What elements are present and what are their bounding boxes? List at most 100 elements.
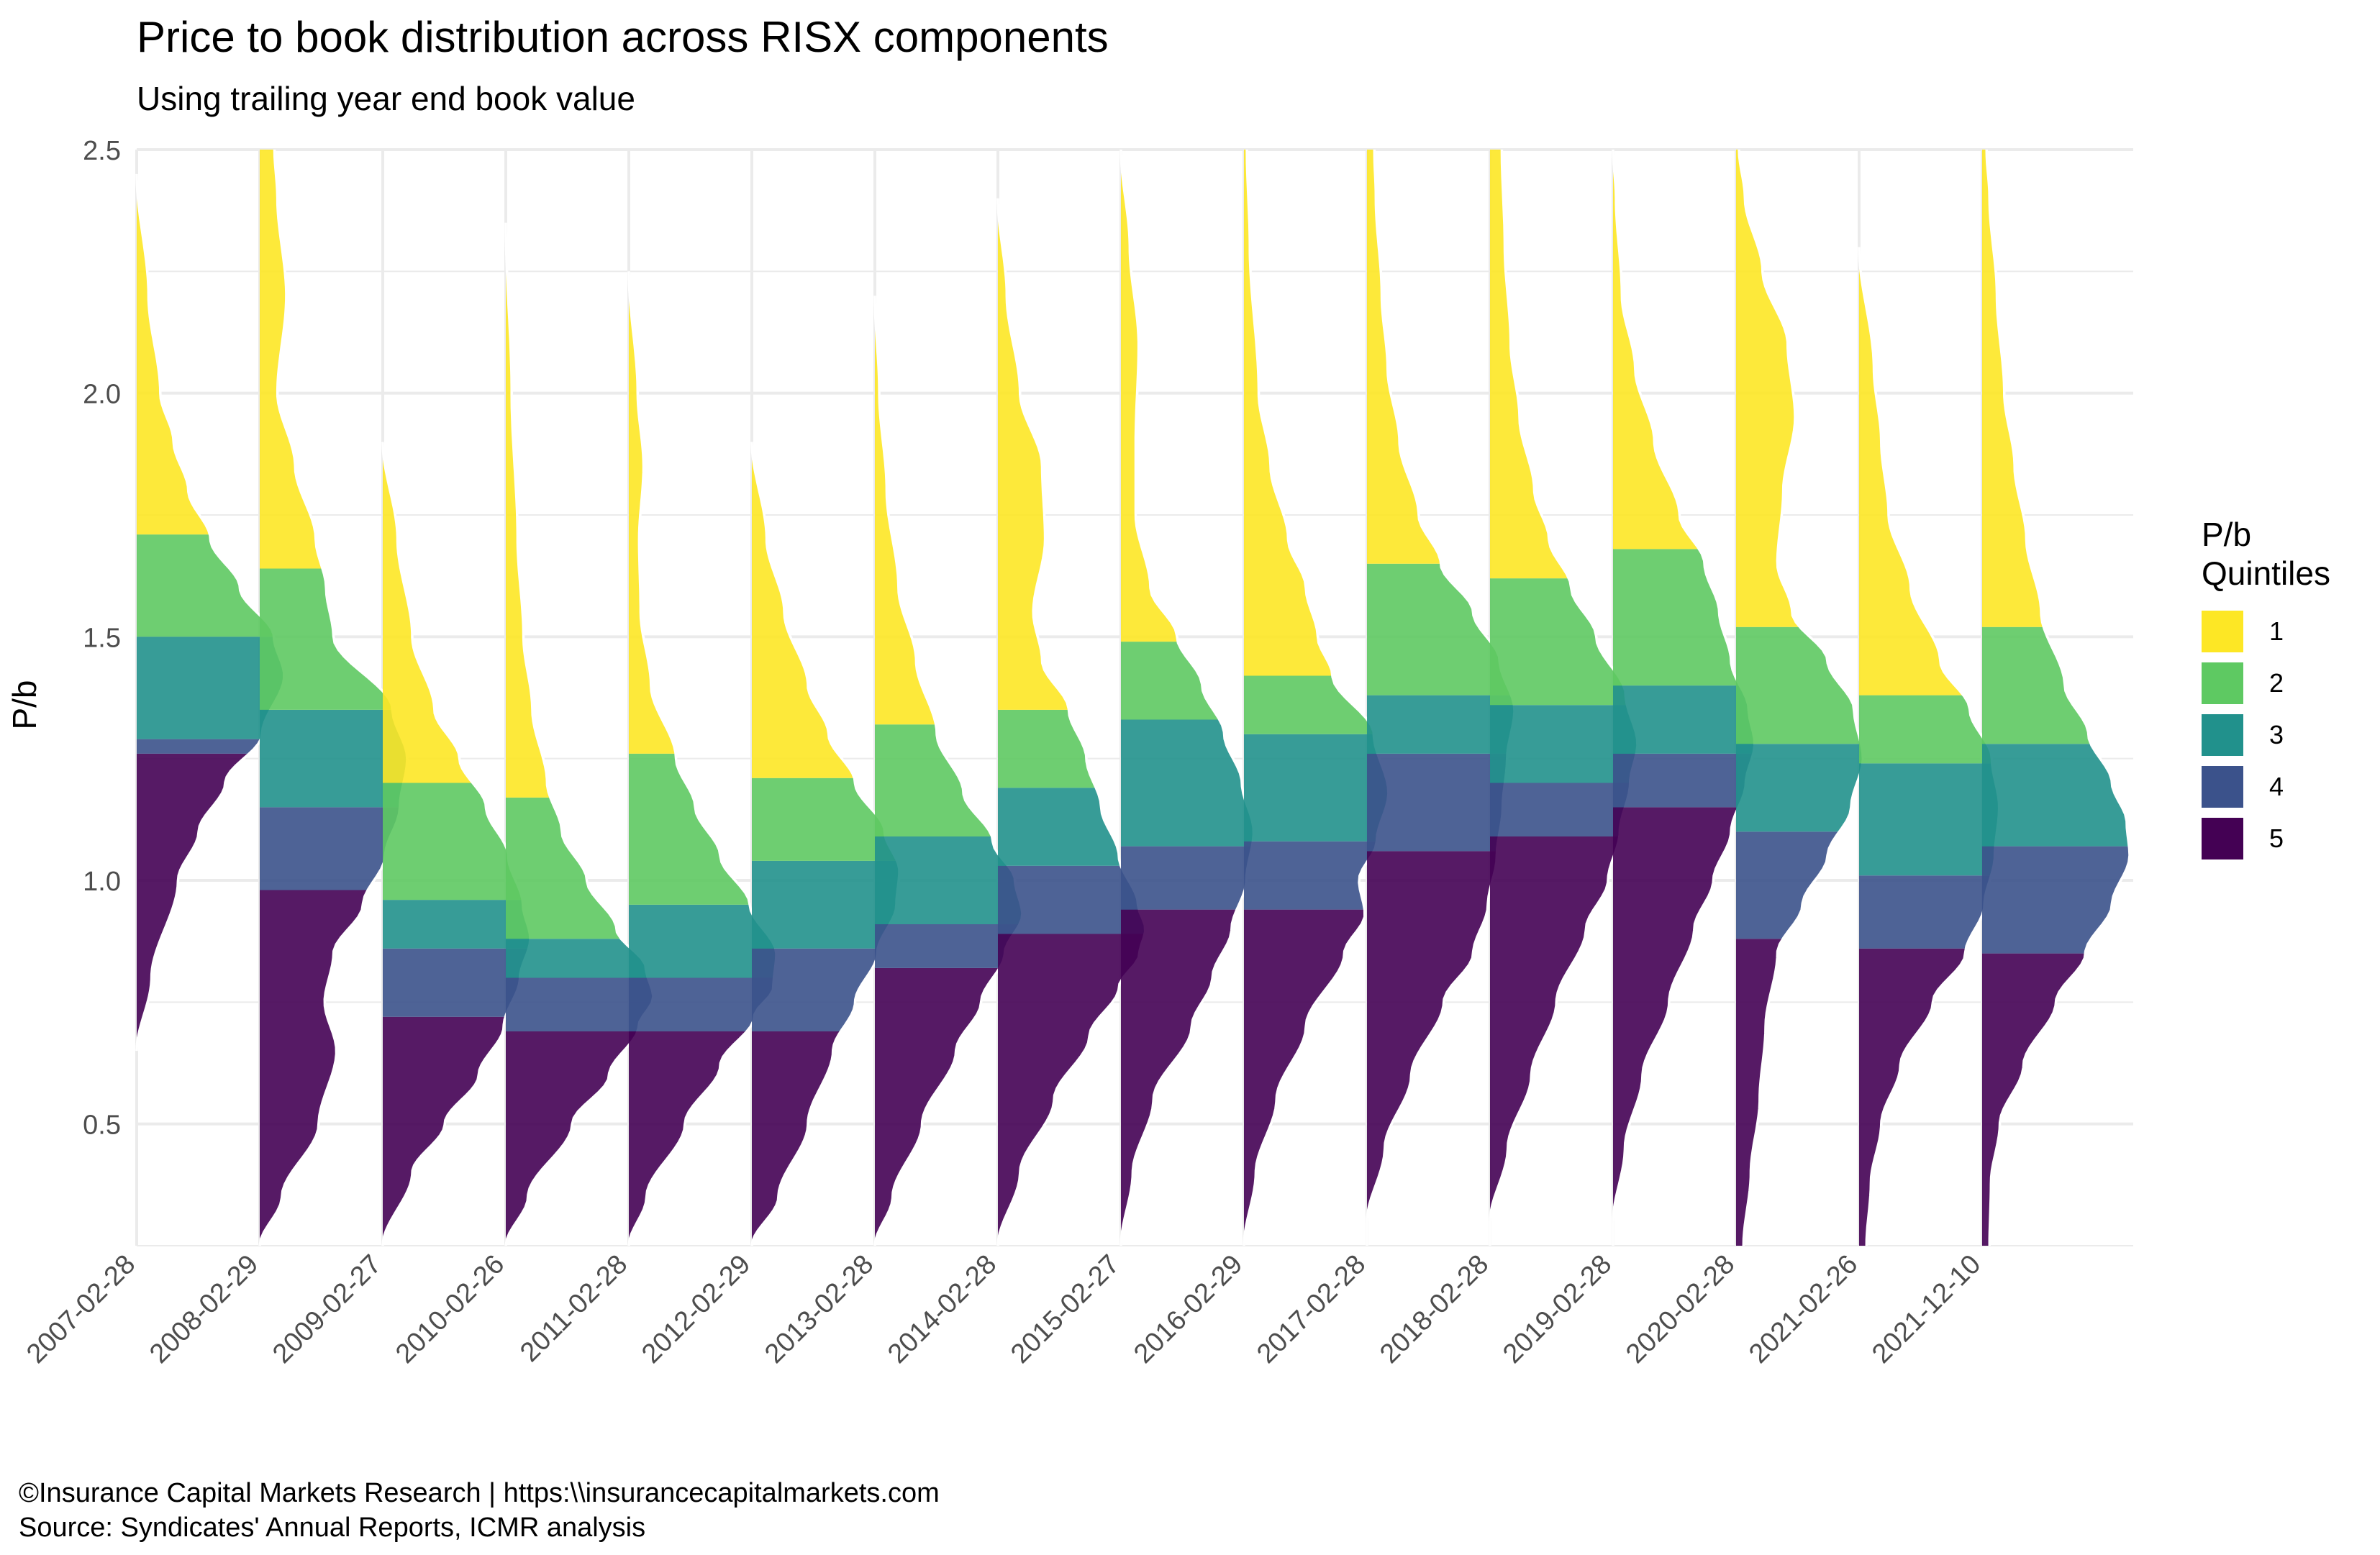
legend-item-5: 5: [2202, 813, 2330, 865]
ridge-band-q5-2015-02-27: [1121, 909, 1237, 1246]
ridge-band-q3-2009-02-27: [383, 900, 530, 949]
ridge-outline-2016-02-29: [1243, 149, 1390, 1246]
ridge-band-q2-2015-02-27: [1121, 642, 1219, 720]
ridge-band-q4-2016-02-29: [1244, 841, 1377, 910]
x-tick-label: 2019-02-28: [1497, 1249, 1617, 1369]
ridge-outline-2009-02-27: [381, 442, 532, 1246]
ridge-band-q1-2020-02-28: [1736, 150, 1800, 627]
legend-key-3: [2202, 714, 2243, 756]
ridge-band-q2-2019-02-28: [1613, 549, 1740, 686]
ridge-band-q1-2017-02-28: [1367, 150, 1441, 564]
x-tick-label: 2016-02-29: [1128, 1249, 1248, 1369]
ridge-band-q4-2012-02-29: [752, 948, 878, 1031]
ridge-band-q3-2019-02-28: [1613, 685, 1755, 754]
ridge-layer: [135, 149, 2131, 1246]
ridge-band-q5-2009-02-27: [383, 1016, 506, 1246]
chart-subtitle: Using trailing year end book value: [137, 80, 635, 117]
ridge-2009-02-27: [381, 442, 532, 1246]
ridge-band-q4-2009-02-27: [383, 948, 529, 1017]
ridge-outline-2021-12-10: [1985, 149, 2131, 1246]
ridge-2007-02-28: [135, 173, 286, 1052]
legend-key-4: [2202, 766, 2243, 808]
ridge-band-q1-2011-02-28: [629, 271, 676, 754]
ridge-2011-02-28: [627, 271, 778, 1246]
ridge-2018-02-28: [1489, 149, 1639, 1246]
ridge-band-q4-2020-02-28: [1736, 831, 1840, 939]
legend-item-2: 2: [2202, 657, 2330, 709]
ridge-band-q4-2007-02-28: [137, 739, 261, 754]
y-tick-label: 2.0: [83, 380, 121, 410]
ridge-2015-02-27: [1119, 149, 1255, 1246]
legend-label-3: 3: [2269, 720, 2284, 749]
ridge-2016-02-29: [1243, 149, 1390, 1246]
x-tick-label: 2017-02-28: [1251, 1249, 1371, 1369]
ridge-outline-2011-02-28: [627, 271, 778, 1246]
ridge-band-q1-2016-02-29: [1244, 150, 1332, 676]
ridge-outline-2015-02-27: [1119, 149, 1255, 1246]
legend-label-4: 4: [2269, 772, 2284, 801]
ridge-band-q3-2017-02-28: [1367, 695, 1514, 754]
ridge-band-q3-2014-02-28: [998, 788, 1121, 866]
ridge-band-q1-2013-02-28: [875, 296, 936, 725]
ridge-outline-2013-02-28: [873, 296, 1024, 1246]
ridge-band-q3-2018-02-28: [1490, 705, 1638, 783]
ridge-band-q5-2010-02-26: [506, 1031, 638, 1246]
ridge-band-q3-2013-02-28: [875, 836, 1022, 924]
x-tick-label: 2014-02-28: [882, 1249, 1002, 1369]
legend-item-4: 4: [2202, 761, 2330, 813]
ridge-band-q5-2019-02-28: [1613, 807, 1739, 1246]
legend-label-2: 2: [2269, 668, 2284, 698]
ridge-band-q4-2018-02-28: [1490, 783, 1630, 836]
ridge-band-q2-2014-02-28: [998, 709, 1096, 788]
x-tick-label: 2009-02-27: [267, 1249, 387, 1369]
x-tick-labels: 2007-02-28 2008-02-29 2009-02-27 2010-02-26…: [21, 1249, 1986, 1369]
ridge-band-q1-2008-02-29: [260, 150, 323, 569]
ridge-band-q2-2020-02-28: [1736, 626, 1861, 744]
x-tick-label: 2021-02-26: [1743, 1249, 1863, 1369]
y-tick-label: 1.5: [83, 623, 121, 653]
ridge-band-q1-2010-02-26: [506, 222, 550, 798]
ridge-band-q3-2007-02-28: [137, 637, 284, 739]
ridge-band-q3-2012-02-29: [752, 860, 899, 949]
ridge-band-q5-2021-02-26: [1859, 948, 1966, 1246]
ridge-band-q1-2021-02-26: [1859, 247, 1963, 696]
x-tick-label: 2018-02-28: [1374, 1249, 1494, 1369]
ridge-band-q5-2018-02-28: [1490, 836, 1620, 1246]
ridge-band-q4-2019-02-28: [1613, 753, 1753, 808]
legend-label-1: 1: [2269, 616, 2284, 646]
ridge-band-q2-2010-02-26: [506, 797, 622, 939]
legend: P/b Quintiles 1 2 3 4 5: [2202, 515, 2330, 865]
ridge-band-q4-2017-02-28: [1367, 753, 1507, 852]
ridge-band-q2-2009-02-27: [383, 783, 523, 900]
x-tick-label: 2008-02-29: [144, 1249, 264, 1369]
y-tick-labels: 0.5 1.0 1.5 2.0 2.5: [83, 136, 121, 1141]
x-tick-label: 2015-02-27: [1005, 1249, 1125, 1369]
ridge-band-q5-2008-02-29: [260, 890, 368, 1246]
ridge-band-q3-2016-02-29: [1244, 734, 1389, 842]
ridge-outline-2010-02-26: [504, 222, 655, 1246]
ridge-2008-02-29: [258, 149, 409, 1246]
ridge-band-q4-2013-02-28: [875, 924, 1020, 968]
ridge-band-q4-2021-02-26: [1859, 875, 1991, 949]
y-tick-label: 2.5: [83, 136, 121, 166]
ridge-band-q2-2007-02-28: [137, 534, 274, 637]
ridge-band-q4-2010-02-26: [506, 977, 653, 1031]
x-tick-label: 2021-12-10: [1866, 1249, 1986, 1369]
ridge-band-q3-2020-02-28: [1736, 744, 1863, 832]
ridge-band-q3-2021-12-10: [1982, 744, 2130, 847]
ridge-2021-12-10: [1982, 149, 2131, 1246]
ridge-band-q2-2017-02-28: [1367, 563, 1512, 696]
y-tick-label: 1.0: [83, 867, 121, 897]
ridge-band-q5-2014-02-28: [998, 934, 1145, 1246]
ridge-band-q2-2021-12-10: [1982, 626, 2091, 744]
ridge-band-q1-2019-02-28: [1613, 150, 1699, 550]
ridge-band-q2-2016-02-29: [1244, 675, 1374, 734]
caption-copyright: ©Insurance Capital Markets Research | ht…: [19, 1478, 940, 1508]
legend-label-5: 5: [2269, 824, 2284, 853]
ridge-2020-02-28: [1736, 149, 1865, 1246]
ridge-band-q5-2012-02-29: [752, 1031, 841, 1246]
ridge-outline-2007-02-28: [135, 173, 286, 1052]
ridge-band-q3-2015-02-27: [1121, 719, 1254, 847]
y-tick-label: 0.5: [83, 1111, 121, 1141]
